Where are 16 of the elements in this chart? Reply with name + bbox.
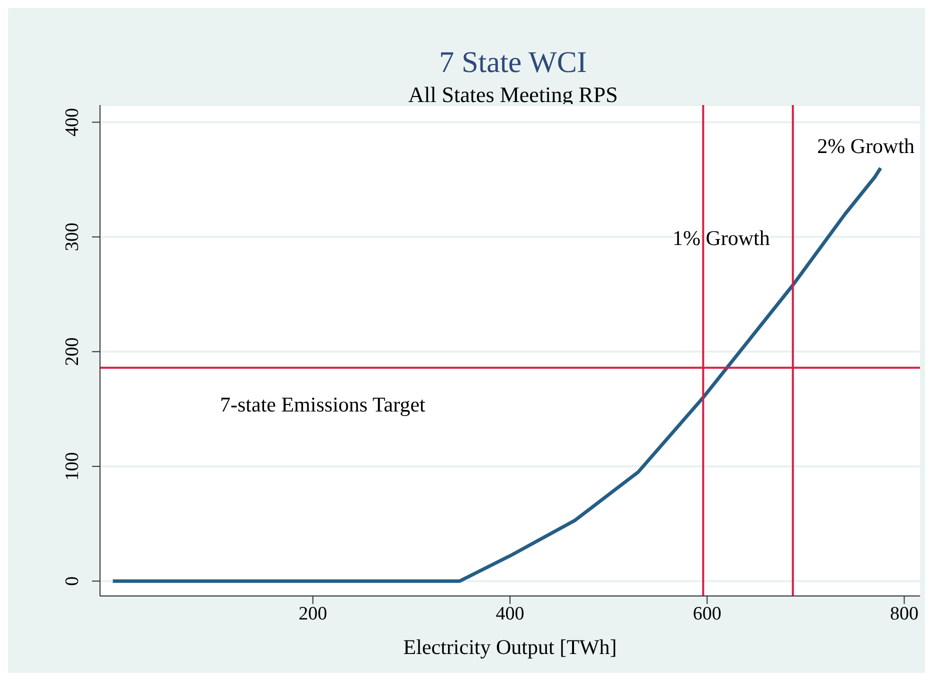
line-series: [111, 166, 882, 583]
x-tick-label: 600: [692, 603, 722, 624]
x-tick-label: 800: [890, 603, 918, 624]
y-tick-label: 100: [62, 452, 83, 481]
ref-line-label: 2% Growth: [817, 134, 916, 158]
chart-subtitle: All States Meeting RPS: [407, 82, 619, 108]
x-tick-label: 200: [298, 603, 328, 624]
y-tick-label: 400: [62, 108, 83, 136]
ref-line-label: 7-state Emissions Target: [220, 392, 426, 417]
x-tick-label: 400: [496, 603, 524, 624]
chart-title: 7 State WCI: [438, 46, 588, 80]
x-axis-title: Electricity Output [TWh]: [403, 635, 617, 659]
ref-line-label: 1% Growth: [672, 226, 770, 250]
y-tick-label: 300: [62, 222, 83, 252]
y-tick-label: 0: [62, 576, 83, 586]
y-tick-label: 200: [62, 337, 83, 366]
